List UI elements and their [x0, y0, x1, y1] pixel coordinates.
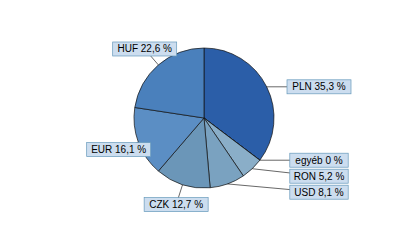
svg-text:RON 5,2 %: RON 5,2 %	[294, 171, 345, 182]
svg-text:HUF 22,6 %: HUF 22,6 %	[117, 43, 172, 54]
svg-text:PLN 35,3 %: PLN 35,3 %	[292, 81, 345, 92]
svg-text:EUR 16,1 %: EUR 16,1 %	[91, 144, 146, 155]
svg-text:USD 8,1 %: USD 8,1 %	[294, 187, 344, 198]
svg-text:CZK 12,7 %: CZK 12,7 %	[149, 199, 203, 210]
svg-text:egyéb 0 %: egyéb 0 %	[295, 155, 342, 166]
